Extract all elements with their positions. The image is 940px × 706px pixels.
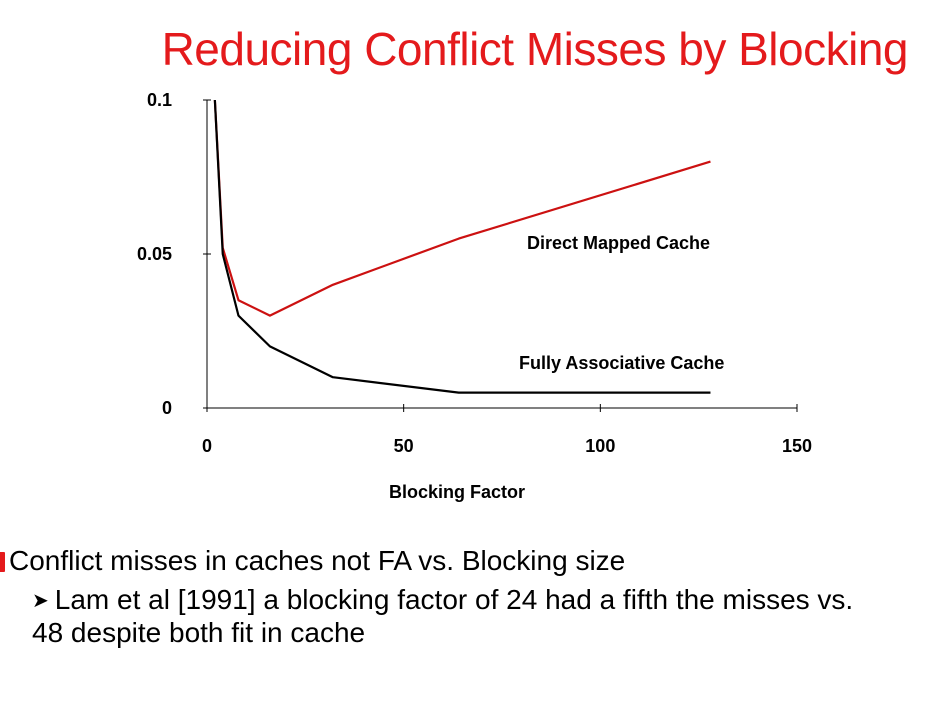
bullet-item-1: Conflict misses in caches not FA vs. Blo… [0,544,940,578]
x-tick-label: 0 [202,436,212,456]
chart-series [213,99,711,394]
miss-rate-chart: 0 50 100 150 0 0.05 0.1 Blocking Factor Direct … [137,90,812,502]
bullet-text-1: Conflict misses in caches not FA vs. Blo… [9,545,626,576]
x-tick-label: 100 [585,436,615,456]
x-tick-label: 150 [782,436,812,456]
y-tick-label: 0.05 [137,244,172,264]
chart-labels: Blocking Factor Direct Mapped Cache Fully … [389,233,724,502]
bullet-list: Conflict misses in caches not FA vs. Blo… [0,544,940,649]
bullet-text-2: Lam et al [1991] a blocking factor of 24… [32,584,854,648]
y-tick-label: 0.1 [147,90,172,110]
x-axis-label: Blocking Factor [389,482,525,502]
slide-title: Reducing Conflict Misses by Blocking [161,23,909,75]
series-label-direct-mapped: Direct Mapped Cache [527,233,710,253]
bullet-item-2: ➤ Lam et al [1991] a blocking factor of 2… [32,584,892,649]
square-bullet-icon [0,552,5,572]
series-line-fully-associative [213,99,711,394]
x-tick-label: 50 [394,436,414,456]
series-line-direct-mapped [213,99,711,317]
series-label-fully-associative: Fully Associative Cache [519,353,724,373]
chart-ticks: 0 50 100 150 0 0.05 0.1 [137,90,812,456]
arrow-bullet-icon: ➤ [32,590,49,612]
y-tick-label: 0 [162,398,172,418]
